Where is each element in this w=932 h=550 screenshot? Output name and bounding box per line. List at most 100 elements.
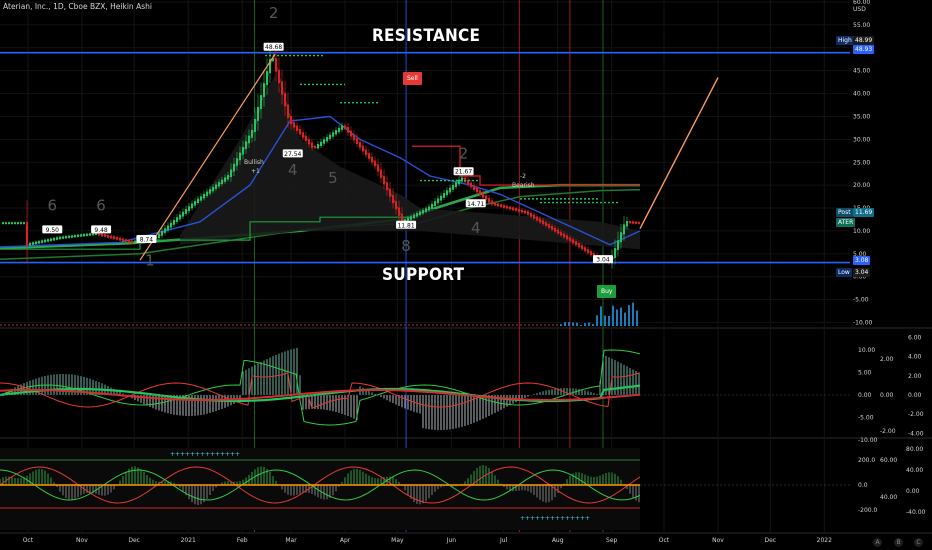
button-a[interactable]: A bbox=[873, 538, 882, 547]
volume-bar bbox=[532, 324, 534, 326]
volume-bar bbox=[552, 324, 554, 326]
candle-body bbox=[230, 169, 232, 177]
candle-body bbox=[314, 146, 316, 148]
osc1-axis-left: 5.00 bbox=[858, 370, 872, 377]
osc2-axis-left: 0.0 bbox=[858, 482, 868, 489]
volume-bar bbox=[352, 324, 354, 326]
volume-bar bbox=[152, 324, 154, 326]
candle-body bbox=[197, 199, 199, 203]
candle-body bbox=[47, 239, 49, 242]
candle-body bbox=[503, 205, 505, 208]
candle-body bbox=[212, 187, 214, 191]
price-label-text: 14.71 bbox=[467, 201, 484, 208]
candle-body bbox=[518, 209, 520, 212]
volume-bar bbox=[300, 324, 302, 326]
price-label-7: 14.71 bbox=[466, 199, 486, 208]
volume-bar bbox=[268, 324, 270, 326]
candle-body bbox=[224, 177, 226, 181]
candle-body bbox=[437, 198, 439, 203]
resistance-value: 48.93 bbox=[853, 45, 874, 54]
candle-body bbox=[329, 135, 331, 139]
candle-body bbox=[8, 222, 10, 224]
price-axis-tick: 20.00 bbox=[853, 182, 870, 189]
candle-body bbox=[413, 215, 415, 219]
bullish-label: Bullish bbox=[244, 159, 264, 166]
candle-body bbox=[167, 225, 169, 230]
candle-body bbox=[113, 236, 115, 239]
candle-body bbox=[533, 215, 535, 219]
candle-body bbox=[17, 222, 19, 224]
osc1-axis-right: -4.00 bbox=[908, 430, 924, 437]
volume-bar bbox=[104, 324, 106, 326]
candle-body bbox=[74, 235, 76, 237]
low-tag: Low bbox=[836, 268, 852, 277]
candle-body bbox=[485, 195, 487, 200]
candle-body bbox=[296, 126, 298, 131]
volume-bar bbox=[344, 324, 346, 326]
volume-bar bbox=[180, 324, 182, 326]
osc2-marker: + bbox=[235, 451, 240, 458]
volume-bar bbox=[408, 324, 410, 326]
price-axis-tick: 25.00 bbox=[853, 159, 870, 166]
volume-bar bbox=[596, 315, 598, 326]
candle-body bbox=[443, 193, 445, 198]
volume-bar bbox=[472, 324, 474, 326]
volume-bar bbox=[140, 324, 142, 326]
wave-number: 5 bbox=[328, 169, 338, 187]
volume-bar bbox=[328, 324, 330, 326]
volume-bar bbox=[100, 324, 102, 326]
candle-body bbox=[482, 193, 484, 198]
volume-bar bbox=[284, 324, 286, 326]
candle-body bbox=[488, 198, 490, 203]
button-c[interactable]: C bbox=[914, 538, 923, 547]
high-tag: High bbox=[836, 36, 854, 45]
candle-body bbox=[584, 247, 586, 251]
volume-bar bbox=[528, 324, 530, 326]
candle-body bbox=[86, 234, 88, 236]
candle-body bbox=[38, 241, 40, 244]
volume-bar bbox=[332, 324, 334, 326]
candle-body bbox=[83, 234, 85, 236]
button-b[interactable]: B bbox=[894, 538, 903, 547]
volume-bar bbox=[564, 322, 566, 326]
osc1-axis-left: -5.00 bbox=[858, 415, 874, 422]
buy-signal[interactable]: Buy bbox=[597, 285, 616, 298]
volume-bar bbox=[28, 324, 30, 326]
candle-body bbox=[251, 130, 253, 138]
volume-bar bbox=[612, 306, 614, 326]
wave-number: 2 bbox=[459, 145, 469, 163]
candle-body bbox=[542, 220, 544, 224]
candle-body bbox=[344, 125, 346, 129]
volume-bar bbox=[600, 306, 602, 326]
candle-body bbox=[245, 141, 247, 149]
volume-bar bbox=[252, 324, 254, 326]
volume-bar bbox=[540, 324, 542, 326]
volume-bar bbox=[248, 324, 250, 326]
candle-body bbox=[44, 240, 46, 243]
volume-bar bbox=[368, 324, 370, 326]
price-label-8: 3.04 bbox=[593, 255, 613, 264]
candle-body bbox=[578, 243, 580, 247]
volume-bar bbox=[428, 324, 430, 326]
volume-bar bbox=[536, 324, 538, 326]
volume-bar bbox=[452, 324, 454, 326]
candle-body bbox=[299, 129, 301, 134]
price-label-text: 21.67 bbox=[455, 169, 472, 176]
volume-bar bbox=[12, 324, 14, 326]
volume-bar bbox=[308, 324, 310, 326]
osc2-axis-right: 80.00 bbox=[906, 446, 923, 453]
resistance-label: RESISTANCE bbox=[372, 26, 480, 46]
candle-body bbox=[617, 240, 619, 250]
candle-body bbox=[23, 222, 25, 224]
sell-signal[interactable]: Sell bbox=[403, 72, 422, 85]
volume-bar bbox=[420, 324, 422, 326]
candle-body bbox=[509, 207, 511, 210]
volume-bar bbox=[404, 324, 406, 326]
volume-bar bbox=[556, 324, 558, 326]
volume-bar bbox=[172, 324, 174, 326]
candle-body bbox=[473, 185, 475, 190]
candle-body bbox=[575, 241, 577, 245]
candle-body bbox=[11, 222, 13, 224]
